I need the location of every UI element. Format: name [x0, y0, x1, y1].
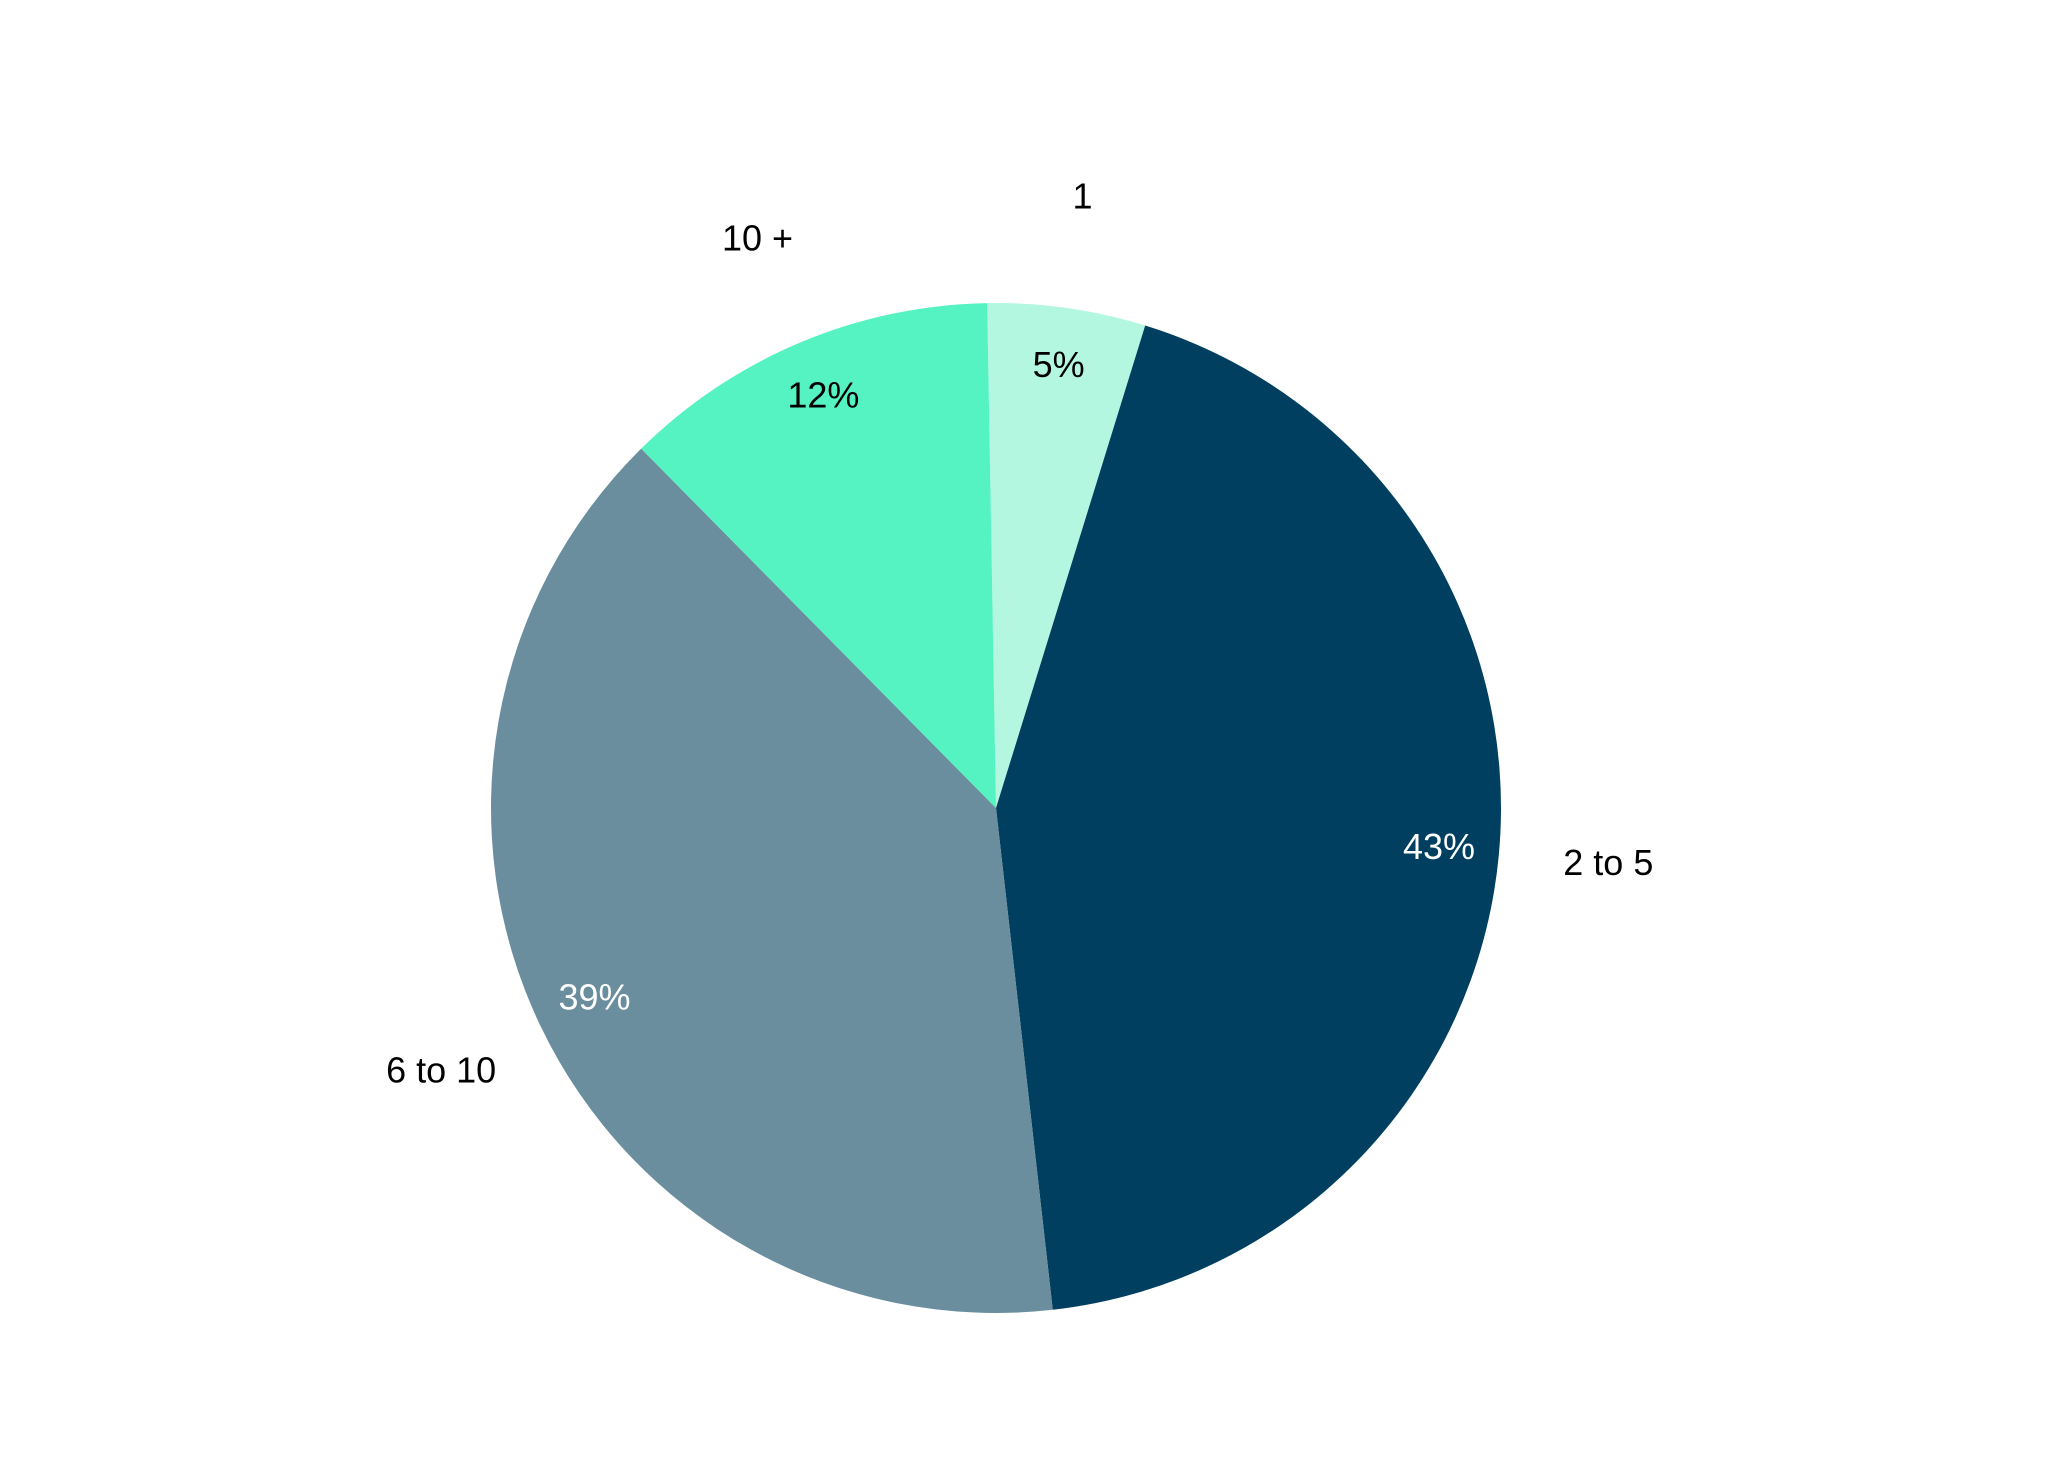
- category-label-1: 1: [1073, 176, 1093, 217]
- value-label-1: 5%: [1033, 344, 1085, 385]
- value-label-6-to-10: 39%: [558, 976, 630, 1017]
- pie-slice-6-to-10: [491, 448, 1053, 1313]
- category-label-2-to-5: 2 to 5: [1563, 842, 1653, 883]
- pie-slice-10: [641, 303, 996, 808]
- pie-slices: [491, 302, 1501, 1313]
- pie-slice-1: [987, 302, 1146, 808]
- pie-labels: 5% 1 43% 2 to 5 39% 6 to 10 12% 10 +: [386, 176, 1653, 1091]
- category-label-6-to-10: 6 to 10: [386, 1050, 496, 1091]
- pie-slice-2-to-5: [996, 325, 1501, 1310]
- value-label-2-to-5: 43%: [1403, 826, 1475, 867]
- category-label-10: 10 +: [722, 218, 793, 259]
- value-label-10: 12%: [787, 374, 859, 415]
